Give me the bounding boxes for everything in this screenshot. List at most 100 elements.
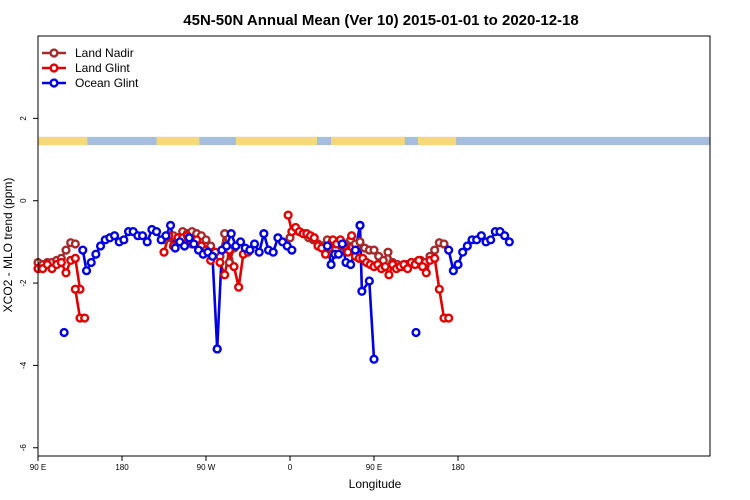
data-point xyxy=(355,220,365,231)
legend-swatch-marker xyxy=(49,48,59,58)
data-point xyxy=(453,259,463,270)
data-point xyxy=(70,239,80,249)
data-point xyxy=(326,259,336,270)
data-point xyxy=(421,268,431,278)
x-tick-label: 90 W xyxy=(197,463,216,472)
data-point xyxy=(403,264,413,274)
data-point xyxy=(333,249,344,259)
data-point xyxy=(86,257,96,268)
data-point xyxy=(212,344,222,354)
x-tick-label: 0 xyxy=(288,463,293,472)
data-point xyxy=(189,239,199,249)
data-point xyxy=(411,327,421,338)
data-point xyxy=(259,229,269,239)
legend-label: Ocean Glint xyxy=(75,76,139,90)
y-axis: 2 0 -2 -4 -6 xyxy=(19,116,38,452)
data-point xyxy=(59,327,69,338)
data-point xyxy=(347,231,357,241)
data-point xyxy=(384,270,394,280)
data-point xyxy=(165,220,176,231)
data-point xyxy=(80,313,90,323)
data-point xyxy=(287,245,297,255)
y-tick-label: -6 xyxy=(19,444,28,452)
data-point xyxy=(220,270,230,280)
data-point xyxy=(95,241,106,251)
data-point xyxy=(346,259,356,270)
x-axis: 90 E 180 90 W 0 90 E 180 xyxy=(30,456,465,472)
data-point xyxy=(322,241,332,251)
x-axis-label: Longitude xyxy=(349,477,402,491)
data-point xyxy=(439,239,449,249)
y-tick-label: 0 xyxy=(19,198,28,203)
data-point xyxy=(430,245,440,255)
data-point xyxy=(268,247,278,257)
legend-swatch-marker xyxy=(49,63,59,73)
data-point xyxy=(78,245,88,255)
data-point xyxy=(119,235,129,245)
land-band-segment xyxy=(331,136,405,146)
data-point xyxy=(355,237,365,247)
data-point xyxy=(170,243,180,253)
y-axis-label: XCO2 - MLO trend (ppm) xyxy=(1,178,15,313)
land-band-segment xyxy=(156,136,200,146)
data-point xyxy=(70,284,80,294)
data-point xyxy=(414,255,424,266)
data-point xyxy=(142,237,152,247)
legend-label: Land Nadir xyxy=(75,46,134,60)
data-point xyxy=(448,266,458,276)
data-point xyxy=(234,282,244,292)
data-point xyxy=(357,286,367,296)
data-point xyxy=(476,231,486,241)
x-tick-label: 180 xyxy=(451,463,465,472)
data-point xyxy=(350,245,360,255)
data-point xyxy=(434,284,444,294)
data-point xyxy=(229,261,239,272)
data-point xyxy=(159,247,169,257)
chart-title: 45N-50N Annual Mean (Ver 10) 2015-01-01 … xyxy=(183,12,578,29)
land-band-segment xyxy=(38,136,88,146)
data-point xyxy=(369,245,379,255)
data-point xyxy=(283,210,293,220)
data-point xyxy=(151,226,162,237)
data-point xyxy=(161,231,171,241)
data-point xyxy=(383,247,393,257)
data-point xyxy=(215,257,225,268)
data-point xyxy=(254,247,264,257)
data-point xyxy=(320,249,331,259)
data-point xyxy=(235,237,246,247)
y-tick-label: 2 xyxy=(19,116,28,121)
plot-area xyxy=(33,35,711,457)
data-point xyxy=(249,239,260,249)
data-point xyxy=(179,241,190,251)
data-point xyxy=(430,253,440,263)
data-point xyxy=(221,241,232,251)
data-point xyxy=(444,313,454,323)
data-point xyxy=(417,261,428,272)
data-point xyxy=(364,276,374,286)
data-point xyxy=(309,233,319,243)
data-point xyxy=(91,249,101,259)
data-point xyxy=(61,268,71,278)
data-point xyxy=(504,237,514,247)
data-point xyxy=(184,233,194,243)
data-point xyxy=(61,245,71,255)
land-band-segment xyxy=(417,136,457,146)
data-point xyxy=(343,247,353,257)
data-point xyxy=(337,239,347,249)
data-point xyxy=(56,257,66,268)
data-point xyxy=(369,354,379,364)
data-point xyxy=(500,231,510,241)
legend-swatch-marker xyxy=(49,78,59,88)
x-tick-label: 90 E xyxy=(366,463,382,472)
x-tick-label: 180 xyxy=(115,463,129,472)
data-point xyxy=(486,235,496,245)
data-point xyxy=(207,251,218,261)
legend-label: Land Glint xyxy=(75,61,130,75)
y-tick-label: -4 xyxy=(19,361,28,369)
data-point xyxy=(444,245,454,255)
land-band-segment xyxy=(235,136,318,146)
data-point xyxy=(226,229,236,239)
data-point xyxy=(458,247,468,257)
data-point xyxy=(109,231,120,241)
